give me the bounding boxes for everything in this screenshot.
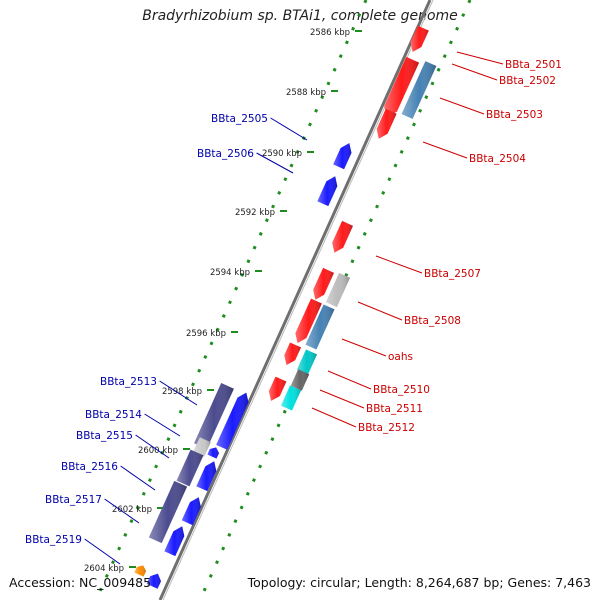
tick-label: 2586 kbp — [310, 28, 350, 38]
gene-labels: BBta_2501 BBta_2502 BBta_2503 BBta_2504 BBta… — [25, 59, 562, 546]
leader-line — [144, 413, 181, 437]
tick-labels: 2586 kbp 2588 kbp 2590 kbp 2592 kbp 2594 kbp… — [84, 28, 362, 574]
leader-line — [120, 465, 156, 491]
gene-feature-bbta_2506-shade — [317, 176, 338, 207]
tick-label: 2596 kbp — [186, 329, 226, 339]
leader-line — [104, 498, 140, 524]
gene-feature-unlabeled-shade — [284, 342, 301, 365]
leader-line — [341, 338, 387, 357]
leader-line — [456, 51, 504, 65]
gene-feature-unlabeled-shade — [164, 526, 185, 557]
label-leaders — [84, 51, 504, 565]
backbone-line — [158, 0, 432, 600]
leader-line — [422, 141, 468, 159]
gene-feature-bbta_2502-shade — [384, 56, 420, 117]
leader-line — [159, 380, 198, 406]
leader-line — [327, 370, 372, 390]
gene-feature-oahs-shade — [297, 349, 317, 375]
gene-label-bbta_2516: BBta_2516 — [61, 461, 118, 473]
gene-feature-bbta_2515-shade — [216, 392, 249, 450]
gene-label-bbta_2507: BBta_2507 — [424, 268, 481, 280]
gene-label-bbta_2506: BBta_2506 — [197, 148, 254, 160]
gene-feature-unlabeled-shade — [313, 267, 334, 300]
gene-label-bbta_2508: BBta_2508 — [404, 315, 461, 327]
tick-label: 2594 kbp — [210, 268, 250, 278]
leader-line — [451, 63, 498, 81]
gene-label-bbta_2517: BBta_2517 — [45, 494, 102, 506]
gene-label-bbta_2504: BBta_2504 — [469, 153, 526, 165]
gene-label-bbta_2514: BBta_2514 — [85, 409, 142, 421]
gene-feature-bbta_2507-shade — [332, 220, 353, 253]
gene-feature-unlabeled-shade — [207, 447, 219, 459]
leader-line — [357, 301, 403, 321]
gene-label-bbta_2501: BBta_2501 — [505, 59, 562, 71]
genome-title: Bradyrhizobium sp. BTAi1, complete genom… — [142, 8, 458, 24]
gene-feature-unlabeled-shade — [295, 298, 322, 343]
gene-feature-bbta_2512-shade — [268, 376, 287, 401]
leader-line — [84, 538, 121, 565]
gene-label-bbta_2505: BBta_2505 — [211, 113, 268, 125]
tick-label: 2592 kbp — [235, 208, 275, 218]
gene-feature-bbta_2513-shade — [194, 383, 234, 449]
gene-label-bbta_2519: BBta_2519 — [25, 534, 82, 546]
gene-label-bbta_2513: BBta_2513 — [100, 376, 157, 388]
gene-feature-bbta_2511-shade — [281, 385, 301, 411]
accession-text: Accession: NC_009485 — [9, 575, 152, 590]
tick-label: 2604 kbp — [84, 564, 124, 574]
gene-feature-bbta_2508-shade — [305, 304, 335, 350]
gene-feature-bbta_2510-shade — [290, 369, 310, 391]
gene-feature-bbta_2519-shade — [146, 573, 161, 589]
leader-line — [439, 97, 485, 115]
leader-line — [319, 389, 365, 409]
leader-line — [135, 434, 170, 459]
topology-text: Topology: circular; Length: 8,264,687 bp… — [247, 575, 591, 590]
gene-label-bbta_2502: BBta_2502 — [499, 75, 556, 87]
gene-feature-bbta_2505-shade — [333, 143, 352, 170]
gene-feature-bbta_2517-shade — [148, 480, 188, 544]
leader-line — [256, 152, 294, 174]
tick-label: 2590 kbp — [262, 149, 302, 159]
gene-feature-unlabeled-shade — [134, 565, 146, 577]
gene-label-bbta_2503: BBta_2503 — [486, 109, 543, 121]
tick-label: 2602 kbp — [112, 505, 152, 515]
gene-label-oahs: oahs — [388, 351, 413, 363]
gene-feature-unlabeled-shade — [181, 497, 201, 526]
gene-feature-bbta_2501-shade — [410, 25, 429, 52]
gene-label-bbta_2515: BBta_2515 — [76, 430, 133, 442]
gene-label-bbta_2510: BBta_2510 — [373, 384, 430, 396]
gene-label-bbta_2512: BBta_2512 — [358, 422, 415, 434]
leader-line — [311, 407, 357, 428]
gene-feature-bbta_2514-shade — [193, 437, 211, 457]
gene-feature-bbta_2503-shade — [401, 61, 437, 119]
gene-feature-unlabeled-shade — [196, 461, 217, 492]
gene-feature-bbta_2504-shade — [376, 108, 397, 139]
tick-label: 2588 kbp — [286, 88, 326, 98]
gene-label-bbta_2511: BBta_2511 — [366, 403, 423, 415]
gene-features — [134, 25, 437, 589]
gene-feature-bbta_2516-shade — [176, 449, 204, 487]
leader-line — [375, 255, 423, 274]
tick-label: 2598 kbp — [162, 387, 202, 397]
gene-feature-unlabeled-shade — [326, 272, 350, 308]
leader-line — [270, 117, 308, 141]
